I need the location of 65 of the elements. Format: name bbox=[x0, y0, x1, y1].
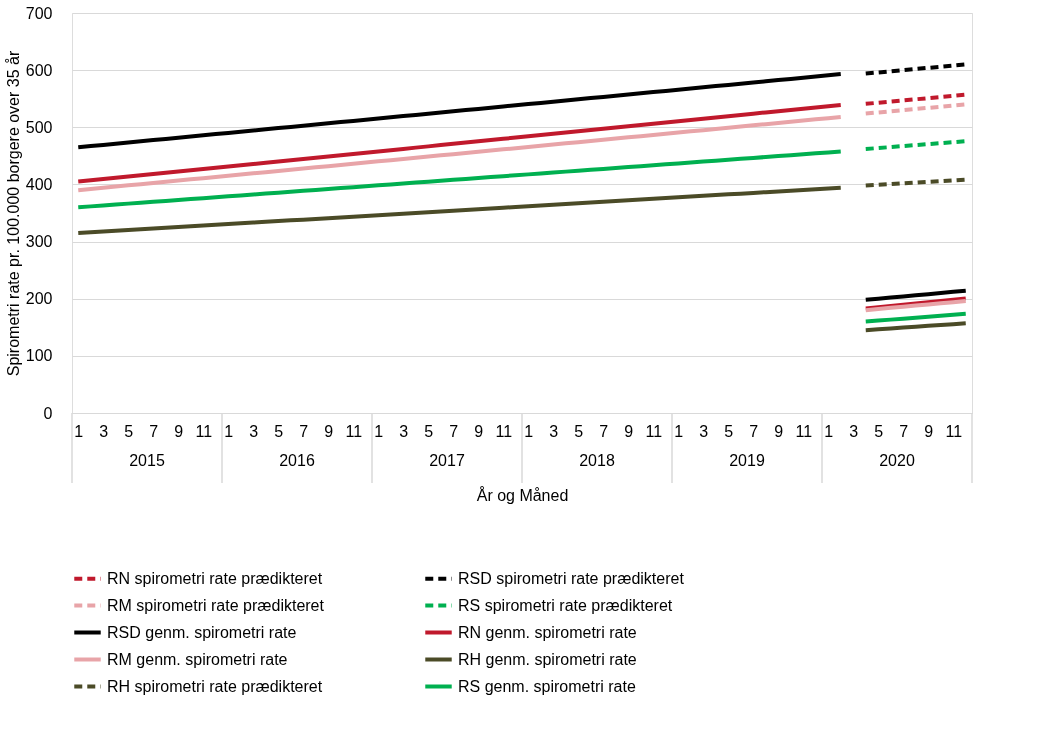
x-tick-label: 7 bbox=[449, 422, 459, 440]
legend-label: RS genm. spirometri rate bbox=[458, 677, 636, 695]
x-tick-label: 11 bbox=[495, 422, 513, 440]
x-tick-label: 3 bbox=[249, 422, 259, 440]
y-tick-label: 700 bbox=[25, 4, 53, 22]
x-tick-label: 3 bbox=[849, 422, 859, 440]
text: 2017 bbox=[429, 452, 465, 469]
x-tick-label: 5 bbox=[124, 422, 134, 440]
legend-label: RSD genm. spirometri rate bbox=[107, 623, 297, 641]
x-tick-label: 9 bbox=[924, 422, 934, 440]
legend-label: RM genm. spirometri rate bbox=[107, 650, 288, 668]
x-tick-label: 11 bbox=[345, 422, 363, 440]
x-tick-label: 11 bbox=[795, 422, 813, 440]
legend-label: RH genm. spirometri rate bbox=[458, 650, 637, 668]
x-tick-label: 1 bbox=[224, 422, 234, 440]
x-tick-label: 9 bbox=[624, 422, 634, 440]
y-tick-label: 600 bbox=[25, 61, 53, 79]
x-tick-label: 9 bbox=[174, 422, 184, 440]
x-tick-label: 3 bbox=[549, 422, 559, 440]
x-tick-label: 7 bbox=[299, 422, 309, 440]
x-tick-label: 1 bbox=[524, 422, 534, 440]
x-tick-label: 5 bbox=[424, 422, 434, 440]
legend-label: RH spirometri rate prædikteret bbox=[107, 677, 323, 695]
y-tick-label: 0 bbox=[43, 404, 53, 422]
x-tick-label: 9 bbox=[774, 422, 784, 440]
x-tick-label: 11 bbox=[645, 422, 663, 440]
legend-label: RM spirometri rate prædikteret bbox=[107, 596, 325, 614]
x-tick-label: 7 bbox=[899, 422, 909, 440]
y-tick-label: 300 bbox=[25, 233, 53, 251]
text: 2018 bbox=[579, 452, 615, 469]
legend-label: RN spirometri rate prædikteret bbox=[107, 569, 323, 587]
x-tick-label: 5 bbox=[874, 422, 884, 440]
text: 2015 bbox=[129, 452, 165, 469]
x-tick-label: 3 bbox=[99, 422, 109, 440]
text: 2016 bbox=[279, 452, 315, 469]
line-series bbox=[863, 102, 968, 116]
y-tick-label: 400 bbox=[25, 175, 53, 193]
x-tick-label: 1 bbox=[824, 422, 834, 440]
x-tick-label: 5 bbox=[574, 422, 584, 440]
text: 2019 bbox=[729, 452, 765, 469]
x-tick-label: 1 bbox=[74, 422, 84, 440]
legend-label: RS spirometri rate prædikteret bbox=[458, 596, 673, 614]
legend-label: RN genm. spirometri rate bbox=[458, 623, 637, 641]
y-tick-label: 100 bbox=[25, 347, 53, 365]
y-tick-label: 200 bbox=[25, 290, 53, 308]
x-tick-label: 3 bbox=[399, 422, 409, 440]
x-axis-title: År og Måned bbox=[476, 485, 569, 504]
x-tick-label: 9 bbox=[324, 422, 334, 440]
x-tick-label: 5 bbox=[724, 422, 734, 440]
text: 2020 bbox=[879, 452, 915, 469]
x-tick-label: 3 bbox=[699, 422, 709, 440]
x-tick-label: 5 bbox=[274, 422, 284, 440]
y-tick-label: 500 bbox=[25, 118, 53, 136]
x-tick-label: 9 bbox=[474, 422, 484, 440]
x-tick-label: 11 bbox=[195, 422, 213, 440]
legend-label: RSD spirometri rate prædikteret bbox=[458, 569, 685, 587]
y-axis-title: Spirometri rate pr. 100.000 borgere over 35 år bbox=[4, 50, 22, 377]
x-tick-label: 11 bbox=[945, 422, 963, 440]
x-tick-label: 7 bbox=[599, 422, 609, 440]
x-tick-label: 1 bbox=[374, 422, 384, 440]
line-series bbox=[863, 139, 968, 151]
x-tick-label: 7 bbox=[749, 422, 759, 440]
line-series bbox=[863, 62, 968, 76]
x-tick-label: 7 bbox=[149, 422, 159, 440]
x-tick-label: 1 bbox=[674, 422, 684, 440]
